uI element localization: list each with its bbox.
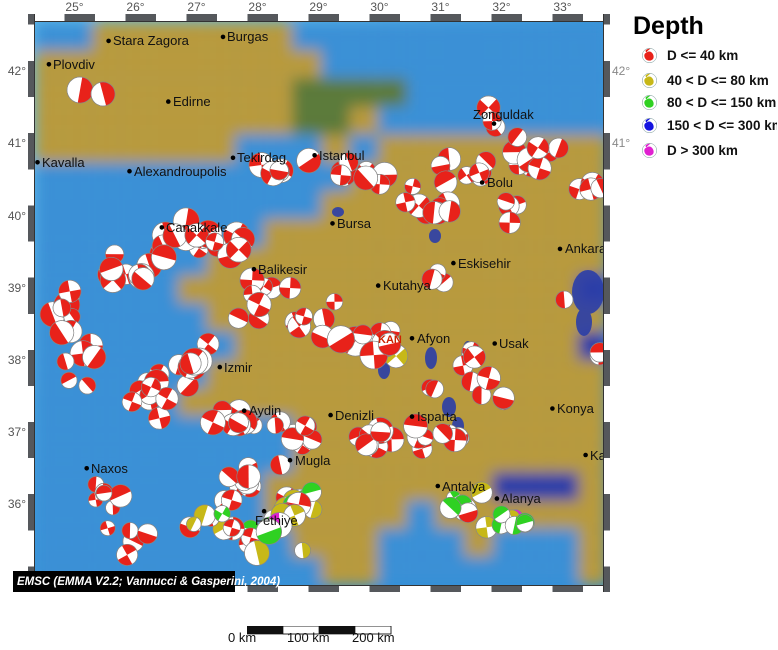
svg-text:Isparta: Isparta bbox=[417, 409, 458, 424]
svg-text:39°: 39° bbox=[8, 281, 26, 295]
svg-text:Canakkale: Canakkale bbox=[166, 220, 227, 235]
svg-text:28°: 28° bbox=[248, 0, 266, 14]
svg-text:30°: 30° bbox=[370, 0, 388, 14]
svg-text:D > 300 km: D > 300 km bbox=[667, 143, 738, 158]
svg-text:27°: 27° bbox=[187, 0, 205, 14]
svg-text:Karaman: Karaman bbox=[590, 448, 603, 463]
svg-text:40 < D <= 80 km: 40 < D <= 80 km bbox=[667, 73, 769, 88]
svg-text:Ankara: Ankara bbox=[565, 241, 603, 256]
svg-text:32°: 32° bbox=[492, 0, 510, 14]
svg-text:Fethiye: Fethiye bbox=[255, 513, 298, 528]
svg-text:37°: 37° bbox=[8, 425, 26, 439]
svg-text:Eskisehir: Eskisehir bbox=[458, 256, 511, 271]
svg-text:Bolu: Bolu bbox=[487, 175, 513, 190]
svg-text:Afyon: Afyon bbox=[417, 331, 450, 346]
svg-text:29°: 29° bbox=[309, 0, 327, 14]
svg-text:Plovdiv: Plovdiv bbox=[53, 57, 95, 72]
svg-text:Aydin: Aydin bbox=[249, 403, 281, 418]
svg-text:80 < D <= 150 km: 80 < D <= 150 km bbox=[667, 95, 776, 110]
svg-text:Burgas: Burgas bbox=[227, 29, 269, 44]
svg-text:Naxos: Naxos bbox=[91, 461, 128, 476]
svg-text:Denizli: Denizli bbox=[335, 408, 374, 423]
svg-text:Istanbul: Istanbul bbox=[319, 148, 365, 163]
svg-text:25°: 25° bbox=[65, 0, 83, 14]
svg-text:Antalya: Antalya bbox=[442, 479, 486, 494]
svg-text:36°: 36° bbox=[8, 497, 26, 511]
svg-text:38°: 38° bbox=[8, 353, 26, 367]
svg-text:D <= 40 km: D <= 40 km bbox=[667, 48, 738, 63]
svg-text:Alanya: Alanya bbox=[501, 491, 542, 506]
svg-text:Izmir: Izmir bbox=[224, 360, 253, 375]
svg-text:Edirne: Edirne bbox=[173, 94, 211, 109]
svg-text:31°: 31° bbox=[431, 0, 449, 14]
svg-text:Kutahya: Kutahya bbox=[383, 278, 431, 293]
svg-text:Alexandroupolis: Alexandroupolis bbox=[134, 164, 227, 179]
svg-text:Usak: Usak bbox=[499, 336, 529, 351]
svg-text:Kavalla: Kavalla bbox=[42, 155, 85, 170]
svg-text:Balikesir: Balikesir bbox=[258, 262, 308, 277]
svg-text:150 < D <= 300 km: 150 < D <= 300 km bbox=[667, 118, 777, 133]
svg-text:KAN: KAN bbox=[378, 334, 402, 346]
svg-text:Bursa: Bursa bbox=[337, 216, 372, 231]
svg-text:Tekirdag: Tekirdag bbox=[237, 150, 286, 165]
svg-text:33°: 33° bbox=[553, 0, 571, 14]
svg-text:Stara Zagora: Stara Zagora bbox=[113, 33, 190, 48]
svg-text:Mugla: Mugla bbox=[295, 453, 331, 468]
svg-text:42°: 42° bbox=[8, 64, 26, 78]
svg-text:41°: 41° bbox=[8, 136, 26, 150]
svg-text:Zonguldak: Zonguldak bbox=[473, 107, 534, 122]
svg-text:40°: 40° bbox=[8, 209, 26, 223]
svg-text:Depth: Depth bbox=[633, 12, 704, 40]
svg-text:Konya: Konya bbox=[557, 401, 595, 416]
svg-text:26°: 26° bbox=[126, 0, 144, 14]
